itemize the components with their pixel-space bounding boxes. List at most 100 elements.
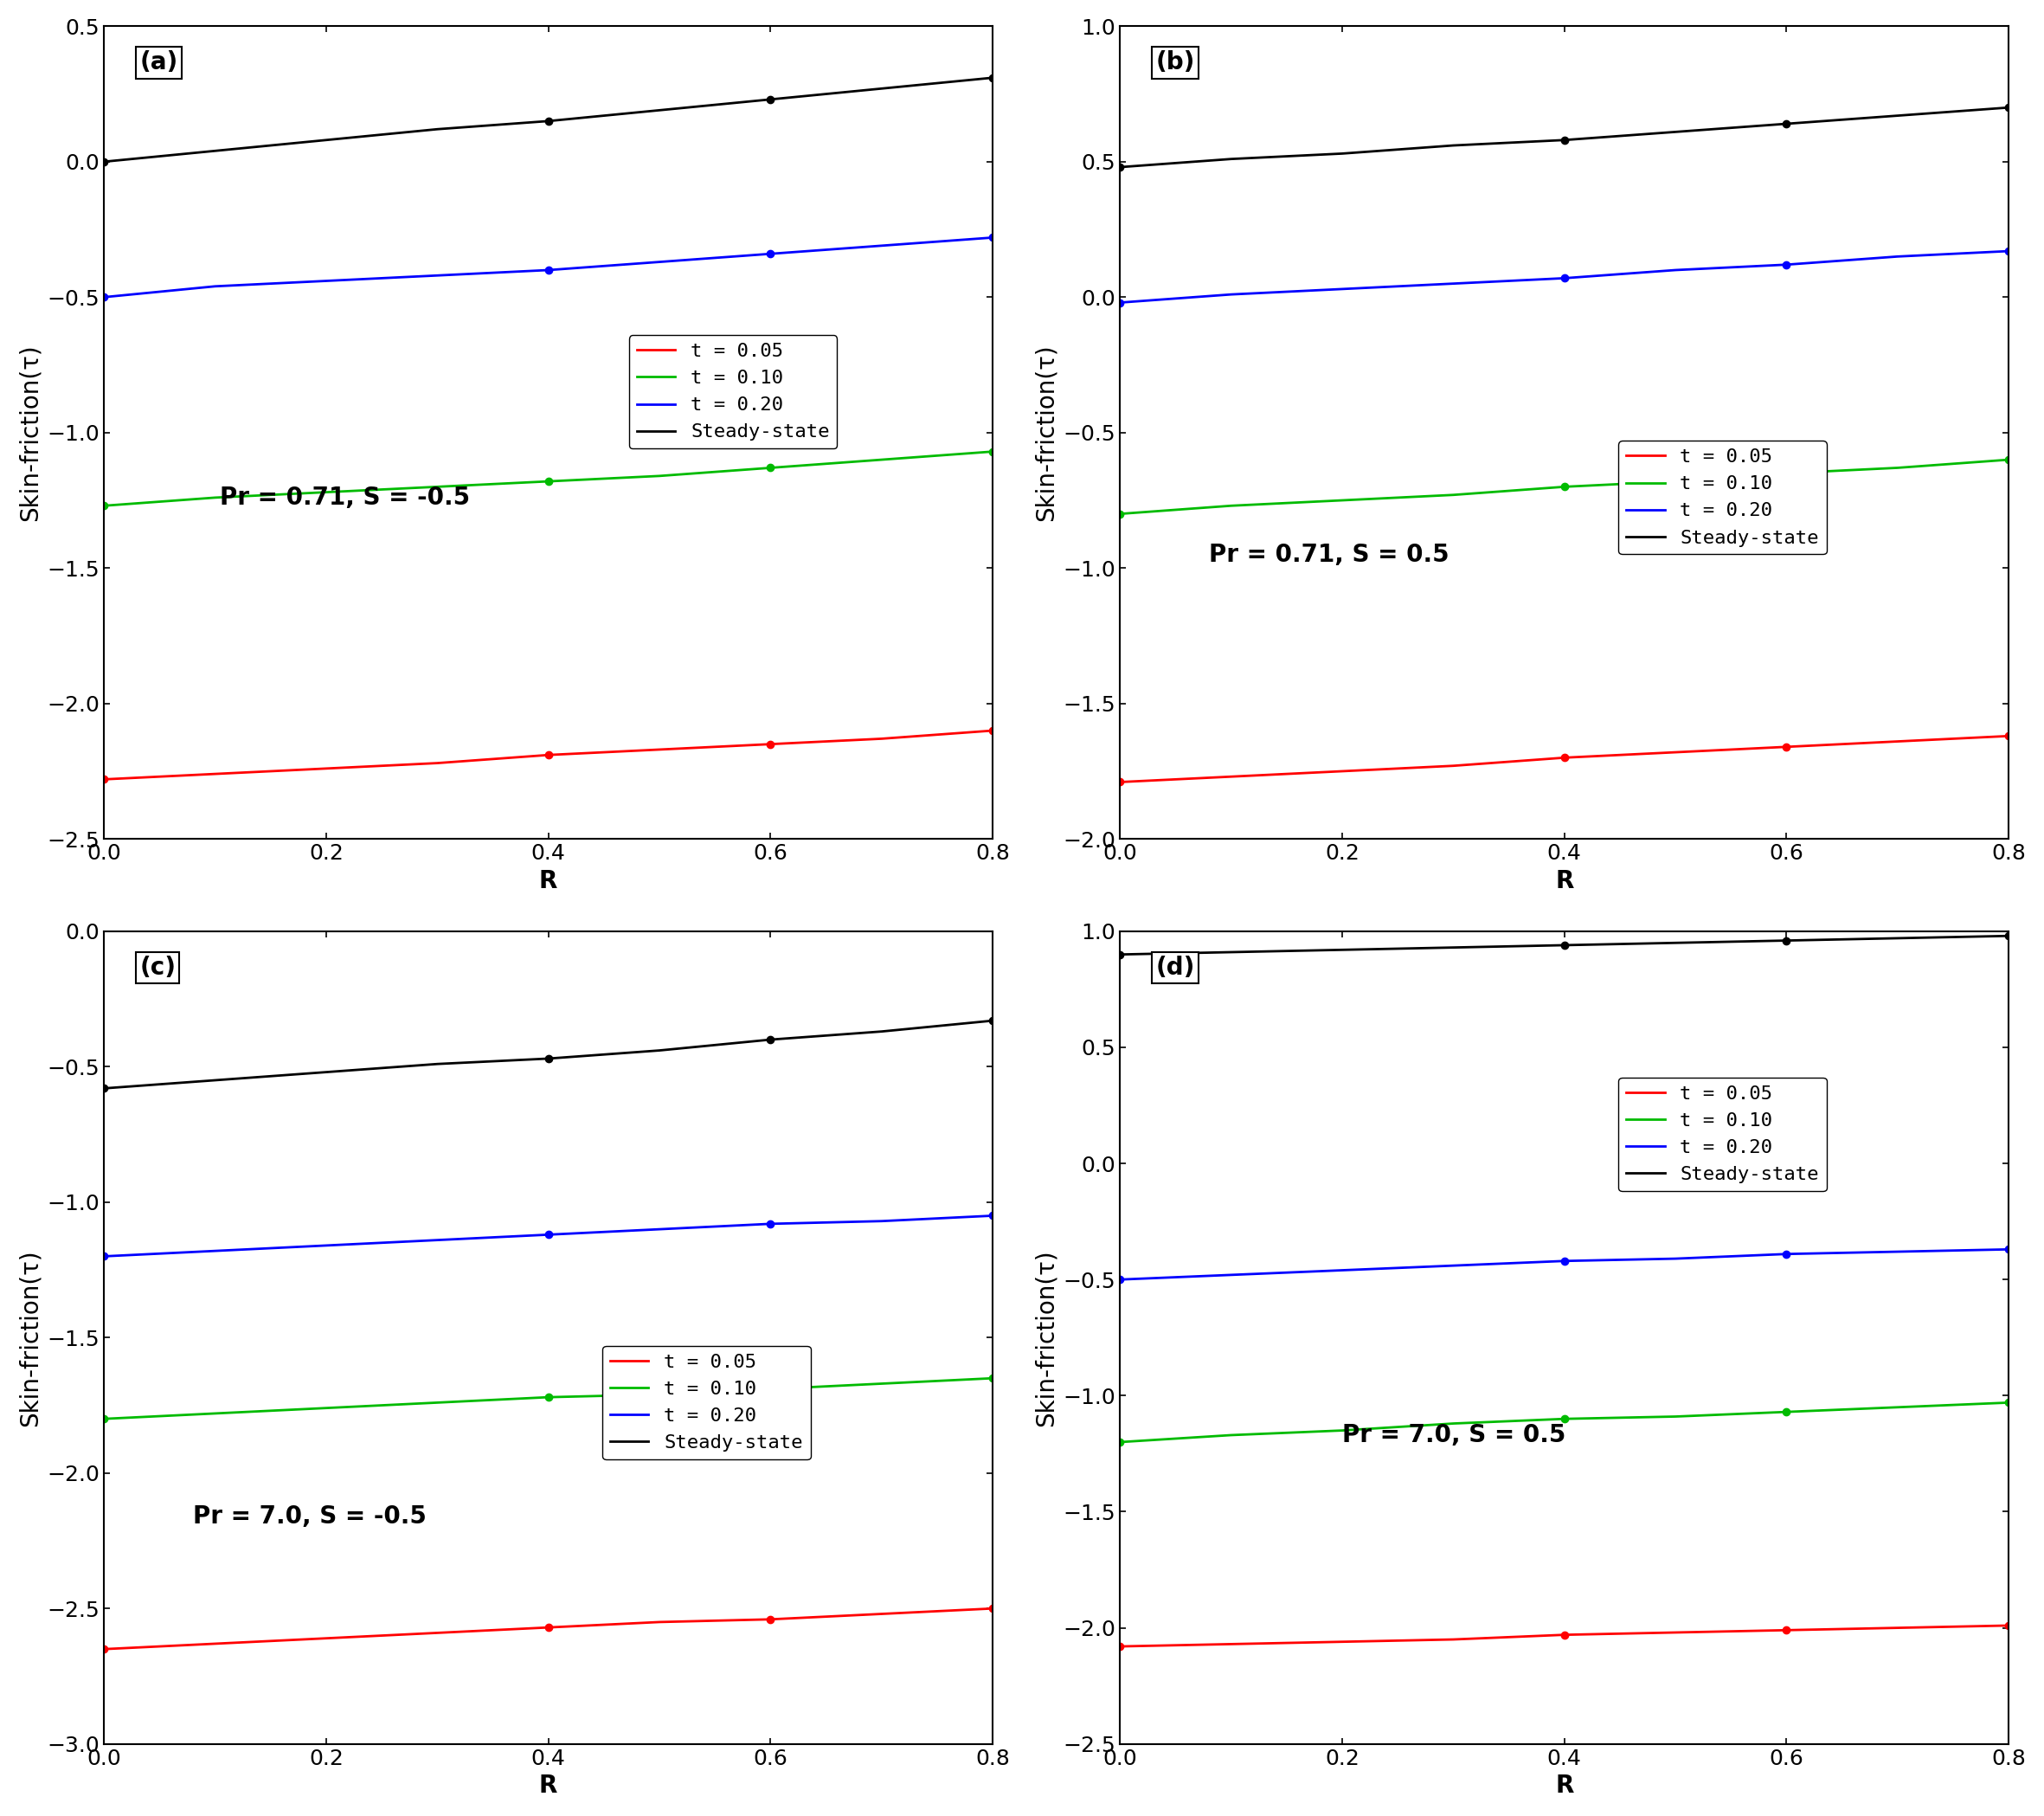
- Steady-state: [1218, 149, 1243, 171]
- t = 0.20: [758, 1213, 783, 1235]
- Steady-state: [425, 1053, 450, 1075]
- t = 0.10: [1218, 1424, 1243, 1446]
- t = 0.20: [1108, 292, 1132, 314]
- Steady-state: [1331, 939, 1355, 961]
- Steady-state: [536, 111, 560, 133]
- t = 0.05: [1774, 1620, 1799, 1642]
- Steady-state: [1331, 143, 1355, 165]
- t = 0.10: [648, 1384, 672, 1406]
- Line: t = 0.20: t = 0.20: [1120, 1249, 2009, 1280]
- t = 0.05: [1551, 746, 1576, 768]
- t = 0.10: [202, 487, 227, 508]
- Y-axis label: Skin-friction(τ): Skin-friction(τ): [1034, 343, 1059, 521]
- t = 0.20: [202, 1240, 227, 1262]
- t = 0.05: [1664, 741, 1688, 763]
- X-axis label: R: R: [540, 868, 558, 893]
- t = 0.05: [315, 757, 339, 779]
- t = 0.05: [1108, 772, 1132, 794]
- Steady-state: [1997, 96, 2022, 118]
- Steady-state: [1441, 937, 1466, 959]
- t = 0.20: [536, 260, 560, 281]
- t = 0.20: [648, 251, 672, 272]
- t = 0.10: [1108, 503, 1132, 525]
- Steady-state: [92, 1077, 117, 1099]
- t = 0.20: [1331, 278, 1355, 300]
- t = 0.20: [869, 234, 893, 256]
- t = 0.10: [1664, 1406, 1688, 1427]
- t = 0.05: [425, 1622, 450, 1643]
- Steady-state: [981, 67, 1006, 89]
- Steady-state: [202, 140, 227, 162]
- Steady-state: [1997, 924, 2022, 946]
- t = 0.20: [1997, 1239, 2022, 1260]
- t = 0.05: [92, 768, 117, 790]
- t = 0.10: [1441, 1413, 1466, 1435]
- Steady-state: [425, 118, 450, 140]
- t = 0.20: [425, 1229, 450, 1251]
- Text: (b): (b): [1155, 51, 1196, 74]
- t = 0.05: [536, 745, 560, 766]
- Steady-state: [202, 1070, 227, 1091]
- t = 0.05: [1441, 755, 1466, 777]
- Line: Steady-state: Steady-state: [104, 78, 993, 162]
- t = 0.20: [1997, 240, 2022, 262]
- t = 0.10: [1218, 494, 1243, 516]
- t = 0.05: [1441, 1629, 1466, 1651]
- Steady-state: [315, 129, 339, 151]
- Steady-state: [1664, 932, 1688, 953]
- Steady-state: [315, 1061, 339, 1082]
- t = 0.10: [1551, 1407, 1576, 1429]
- t = 0.05: [1331, 1631, 1355, 1653]
- t = 0.20: [648, 1219, 672, 1240]
- t = 0.20: [92, 1246, 117, 1268]
- Text: (a): (a): [139, 51, 178, 74]
- Steady-state: [758, 89, 783, 111]
- t = 0.10: [536, 1386, 560, 1407]
- t = 0.05: [1218, 766, 1243, 788]
- t = 0.20: [1218, 283, 1243, 305]
- Steady-state: [1108, 156, 1132, 178]
- t = 0.05: [1664, 1622, 1688, 1643]
- t = 0.10: [1885, 1397, 1909, 1418]
- t = 0.10: [1997, 449, 2022, 470]
- t = 0.05: [1218, 1633, 1243, 1654]
- X-axis label: R: R: [1555, 1774, 1574, 1798]
- t = 0.10: [981, 441, 1006, 463]
- Text: (c): (c): [139, 955, 176, 981]
- X-axis label: R: R: [1555, 868, 1574, 893]
- t = 0.05: [315, 1627, 339, 1649]
- t = 0.05: [869, 728, 893, 750]
- t = 0.20: [425, 265, 450, 287]
- Steady-state: [1664, 122, 1688, 143]
- Steady-state: [1885, 928, 1909, 950]
- X-axis label: R: R: [540, 1774, 558, 1798]
- t = 0.20: [1551, 267, 1576, 289]
- t = 0.10: [1664, 470, 1688, 492]
- Text: Pr = 0.71, S = -0.5: Pr = 0.71, S = -0.5: [219, 485, 470, 510]
- Y-axis label: Skin-friction(τ): Skin-friction(τ): [18, 343, 43, 521]
- t = 0.20: [315, 1235, 339, 1257]
- t = 0.05: [1108, 1636, 1132, 1658]
- Line: t = 0.10: t = 0.10: [1120, 1402, 2009, 1442]
- t = 0.20: [92, 287, 117, 309]
- Steady-state: [536, 1048, 560, 1070]
- t = 0.10: [1331, 490, 1355, 512]
- Steady-state: [869, 1021, 893, 1042]
- t = 0.10: [758, 458, 783, 479]
- t = 0.20: [315, 271, 339, 292]
- Steady-state: [1774, 930, 1799, 952]
- t = 0.05: [648, 739, 672, 761]
- Line: t = 0.05: t = 0.05: [104, 730, 993, 779]
- Steady-state: [1218, 941, 1243, 962]
- t = 0.10: [425, 1391, 450, 1413]
- t = 0.05: [92, 1638, 117, 1660]
- Line: t = 0.10: t = 0.10: [104, 1378, 993, 1418]
- Steady-state: [758, 1028, 783, 1050]
- t = 0.05: [869, 1604, 893, 1625]
- t = 0.10: [425, 476, 450, 498]
- t = 0.10: [1108, 1431, 1132, 1453]
- t = 0.10: [92, 494, 117, 516]
- Steady-state: [648, 1039, 672, 1061]
- Steady-state: [648, 100, 672, 122]
- t = 0.20: [536, 1224, 560, 1246]
